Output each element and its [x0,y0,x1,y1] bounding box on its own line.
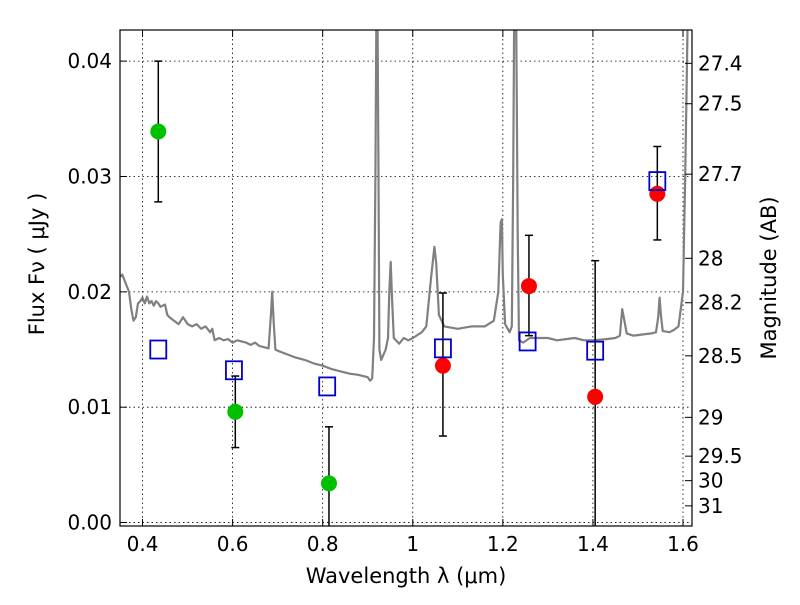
mag-tick-label: 29 [698,405,723,429]
model-point [586,340,605,361]
y-tick-label: 0.04 [67,49,112,73]
mag-tick-label: 29.5 [698,444,743,468]
y-tick-label: 0.03 [67,164,112,188]
data-point [587,388,604,405]
model-point [318,376,337,397]
marker-layer [149,123,667,492]
mag-tick-label: 30 [698,469,723,493]
data-point [434,357,451,374]
model-point [434,338,452,359]
x-tick-label: 0.6 [217,532,249,556]
grid [120,30,692,526]
model-point [648,171,667,192]
spectrum-line [120,30,689,382]
x-axis-label: Wavelength λ (μm) [306,564,507,588]
data-point [150,123,167,140]
mag-tick-label: 28 [698,246,723,270]
y-tick-label: 0.00 [67,511,112,535]
model-point [149,339,168,360]
mag-tick-label: 28.2 [698,291,743,315]
x-tick-label: 1.2 [487,532,519,556]
mag-tick-label: 27.4 [698,51,743,75]
mag-tick-label: 31 [698,494,723,518]
data-point [520,278,537,295]
x-tick-label: 1 [406,532,419,556]
errorbar-layer [154,60,662,526]
y-tick-label: 0.01 [67,395,112,419]
model-point [225,360,243,381]
tick-layer: 0.4 0.6 0.8 1 1.2 1.4 1.6 0.00 0.01 0.02 0.03 0.04 2… [67,30,743,556]
mag-tick-label: 28.5 [698,344,743,368]
data-point [227,403,244,420]
x-tick-label: 0.8 [307,532,339,556]
x-tick-label: 1.4 [577,532,609,556]
spectrum-layer [120,30,689,382]
y-axis-label: Flux Fν ( μJy ) [25,193,49,336]
plot-frame [119,29,693,527]
x-tick-label: 0.4 [127,532,159,556]
data-point [649,185,666,202]
mag-tick-label: 27.7 [698,162,743,186]
mag-tick-label: 27.5 [698,92,743,116]
data-point [320,475,337,492]
model-point [518,331,537,352]
y-tick-label: 0.02 [67,280,112,304]
x-tick-label: 1.6 [667,532,699,556]
y-axis-label-right: Magnitude (AB) [757,196,781,359]
